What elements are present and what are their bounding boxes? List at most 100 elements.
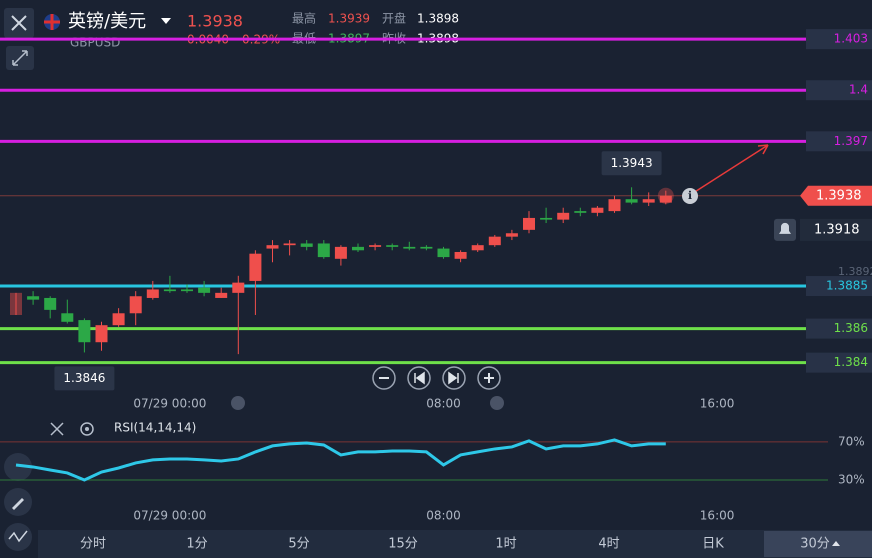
candle-body: [10, 292, 22, 315]
level-label-box: [806, 131, 872, 152]
rsi-settings-dot: [85, 427, 89, 431]
tab-bar: [38, 530, 872, 558]
candle-body: [300, 243, 313, 247]
max-label-box: [601, 151, 662, 176]
min-label: 1.3846: [63, 371, 105, 385]
candle-body: [659, 195, 672, 203]
level-label: 1.384: [834, 355, 868, 369]
info-icon: ℹ: [688, 189, 692, 202]
candle-body: [540, 217, 553, 220]
alert-bell: [779, 222, 791, 234]
period-tab[interactable]: 1时: [495, 537, 516, 552]
candle-body: [27, 296, 40, 300]
current-price-tag: [800, 185, 872, 206]
drag-handle[interactable]: [490, 396, 504, 410]
candle-body: [505, 233, 518, 237]
scroll-start-icon: [414, 371, 425, 385]
period-tab[interactable]: 5分: [288, 537, 309, 552]
period-tab[interactable]: 15分: [388, 537, 418, 552]
rsi-tick-label: 70%: [838, 434, 865, 448]
candle-body: [386, 245, 399, 247]
candle-body: [129, 296, 142, 314]
level-label: 1.403: [834, 32, 868, 46]
level-label: 1.397: [834, 134, 868, 148]
period-tab[interactable]: 日K: [702, 537, 724, 552]
level-label: 1.3885: [826, 279, 868, 293]
rsi-settings[interactable]: [80, 422, 94, 436]
candle-body: [642, 199, 655, 203]
candle-body: [249, 253, 262, 281]
close-icon: [11, 15, 27, 31]
drag-handle[interactable]: [231, 396, 245, 410]
candle-body: [523, 217, 535, 230]
level-label-box: [806, 276, 872, 297]
line-icon: [8, 530, 28, 543]
candle-body: [146, 289, 159, 298]
period-tab[interactable]: 30分: [800, 537, 830, 552]
candle-body: [437, 248, 450, 258]
pencil-icon: [12, 498, 24, 510]
flag-cross: [44, 14, 60, 30]
candle-body: [352, 246, 364, 251]
candle-body: [181, 289, 193, 292]
selected-tab: [764, 531, 872, 557]
symbol-code: GBPUSD: [70, 36, 120, 50]
tab-arrow: [832, 541, 840, 546]
collapse-icon: [12, 50, 28, 66]
period-tab[interactable]: 4时: [598, 537, 619, 552]
level-label: 1.4: [849, 83, 868, 97]
candle-body: [266, 245, 279, 249]
min-label-box: [54, 366, 115, 391]
x-tick-label: 07/29 00:00: [133, 397, 206, 411]
rsi-close[interactable]: [50, 422, 64, 436]
level-label: 1.386: [834, 321, 868, 335]
level-label-box: [806, 318, 872, 339]
candle-body: [215, 292, 228, 298]
candle-body: [625, 199, 638, 203]
open-value: 1.3898: [417, 12, 459, 26]
candle-body: [44, 297, 57, 310]
alert-price-box: [800, 218, 872, 241]
candle-body: [163, 289, 176, 292]
zoom-controls: [372, 366, 501, 390]
candle-body: [317, 243, 330, 258]
candle-body: [78, 320, 91, 343]
period-tab[interactable]: 分时: [80, 537, 106, 552]
info-button: [682, 188, 698, 204]
rsi-x-tick-label: 07/29 00:00: [133, 509, 206, 523]
level-label-box: [806, 352, 872, 373]
high-label: 最高: [292, 11, 316, 26]
candle-body: [420, 246, 433, 249]
open-label: 开盘: [382, 11, 406, 26]
zoom-in-icon: [484, 373, 494, 383]
rsi-label: RSI(14,14,14): [114, 421, 196, 435]
rsi-line: [15, 438, 666, 482]
scroll-end-icon: [448, 371, 459, 385]
period-tab[interactable]: 1分: [186, 537, 207, 552]
tool-indicator[interactable]: [4, 453, 32, 481]
candle-body: [488, 236, 501, 246]
alert-price-label: 1.3918: [814, 222, 860, 237]
candle-body: [403, 246, 416, 249]
candle-body: [95, 325, 108, 343]
candle-body: [454, 251, 467, 259]
candle-body: [608, 199, 621, 212]
candle-body: [112, 313, 125, 326]
candle-body: [232, 282, 245, 293]
current-price-label: 1.3938: [816, 188, 862, 203]
symbol-name[interactable]: 英镑/美元: [68, 11, 146, 32]
tool-line[interactable]: [4, 523, 32, 551]
price: 1.3938: [187, 12, 243, 31]
dropdown-arrow[interactable]: [161, 18, 171, 24]
candle-body: [334, 246, 347, 259]
candle-body: [198, 287, 211, 293]
rsi-x-tick-label: 08:00: [426, 509, 461, 523]
candle-body: [591, 207, 604, 213]
x-tick-label: 16:00: [700, 397, 735, 411]
price-tick-label: 1.3892: [838, 265, 872, 278]
candle-body: [61, 313, 74, 322]
rsi-x-tick-label: 16:00: [700, 509, 735, 523]
candle-body: [471, 245, 484, 251]
